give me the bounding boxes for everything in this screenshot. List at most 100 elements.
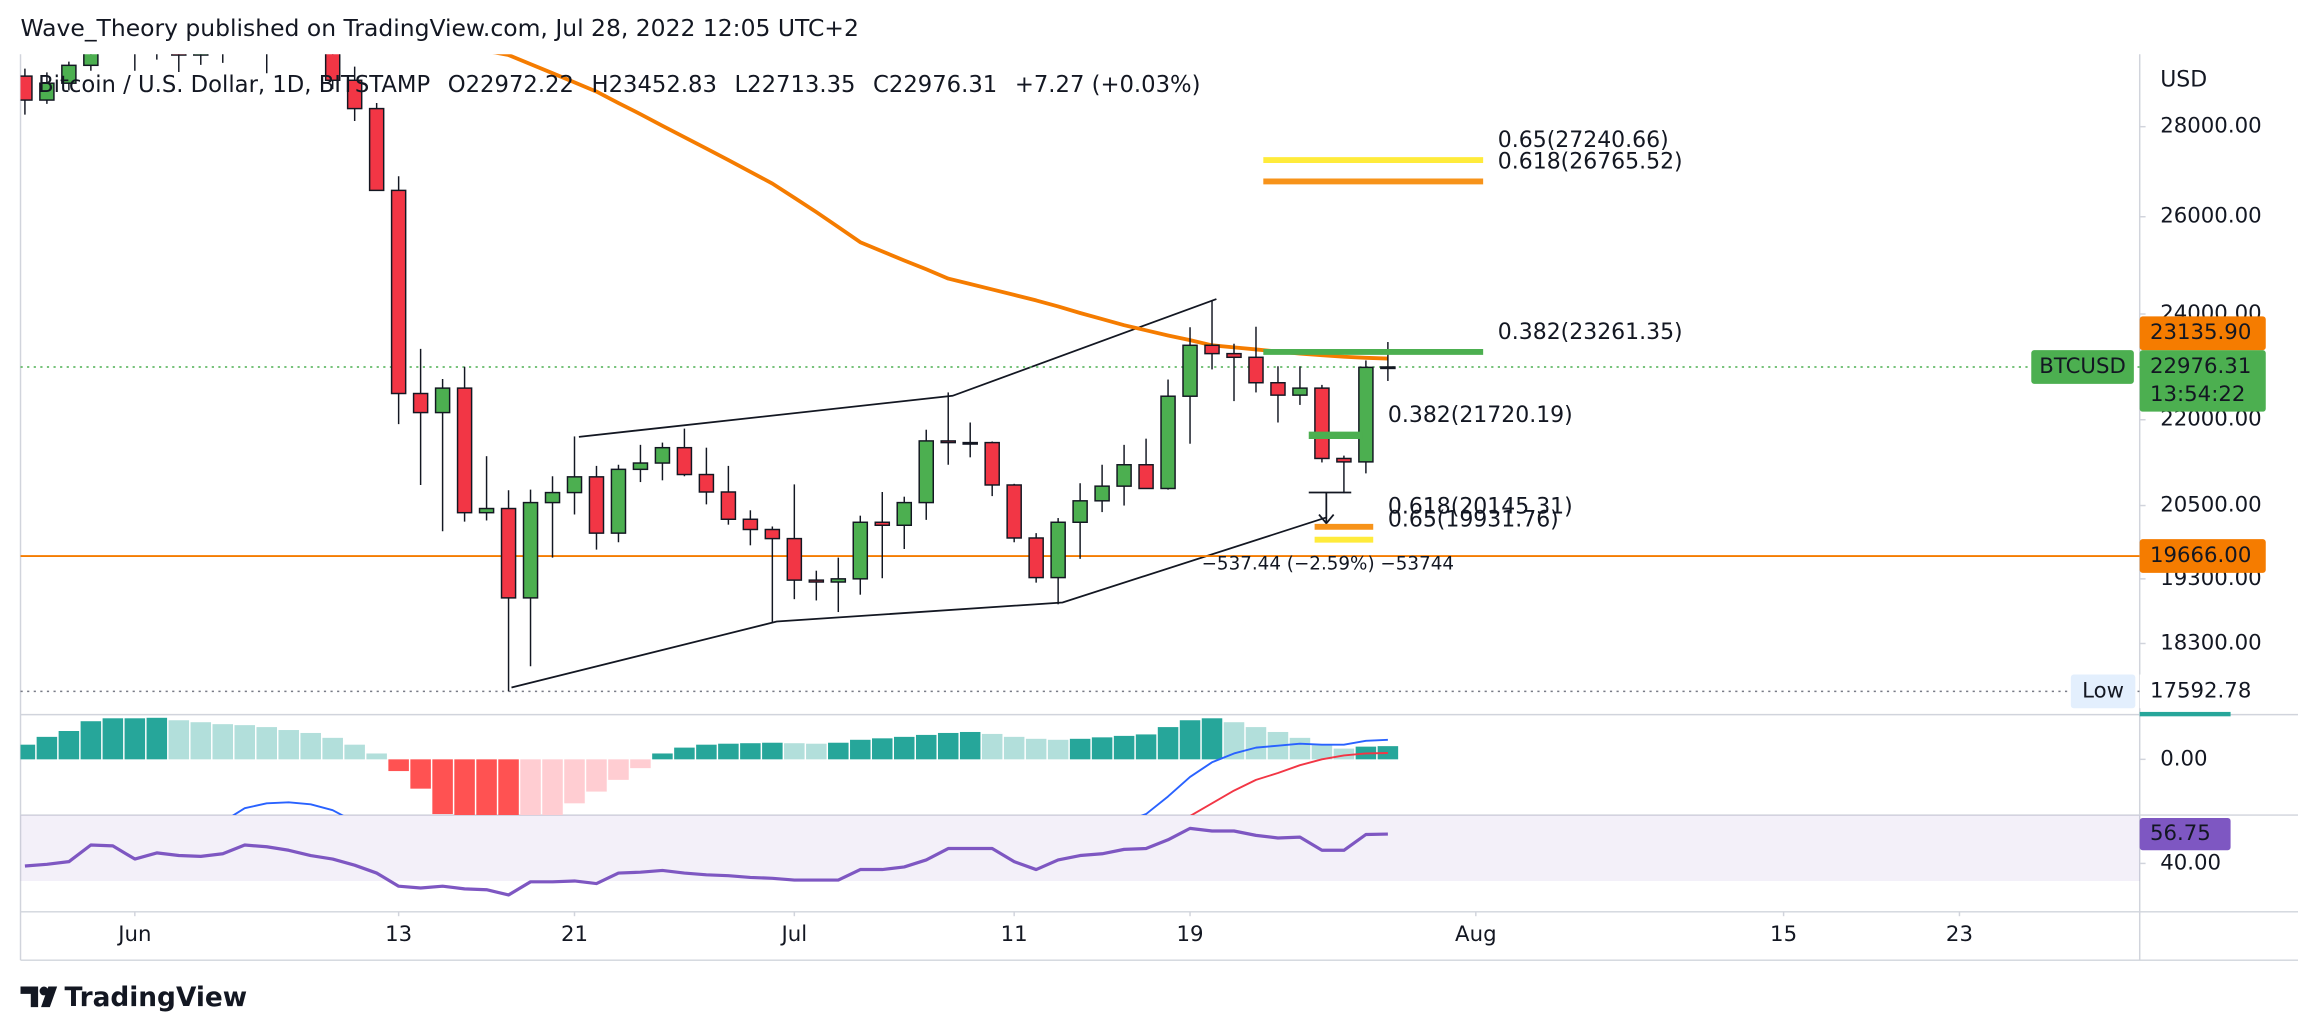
macd-histogram-bar [850,739,871,760]
y-axis-label: USD [2160,68,2207,93]
x-tick-label: Jun [116,922,151,947]
candle-body [984,441,1000,486]
macd-histogram-bar [212,724,234,760]
rsi-tag: 56.75 [2150,821,2211,846]
legend-value: 22972.22 [466,72,574,98]
fib-label: 0.382(23261.35) [1498,320,1683,345]
candle-body [390,189,407,395]
trendline [578,298,1217,438]
low-value-strip [2139,711,2231,717]
publisher-header: Wave_Theory published on TradingView.com… [21,14,859,42]
hline-tag: 19666.00 [2150,543,2251,568]
macd-histogram-bar [1201,718,1223,760]
y-tick-label: 20500.00 [2160,493,2261,518]
macd-histogram-bar [1179,720,1201,760]
low-tag-box [2070,674,2136,709]
candle-body [1314,387,1330,460]
y-tick-label: 26000.00 [2160,204,2261,229]
macd-histogram-bar [740,743,761,760]
candle-body [434,387,451,414]
candle-body [456,387,473,514]
macd-histogram-bar [1091,737,1113,760]
fib-label: 0.618(20145.31) [1388,495,1573,520]
macd-histogram-bar [1333,748,1355,760]
macd-histogram-bar [388,759,409,772]
logo-dot [39,986,49,996]
macd-histogram-bar [146,717,168,760]
macd-histogram-bar [1289,737,1311,760]
candle-body [412,392,429,414]
low-tag: Low [2082,678,2124,703]
candle-body [20,75,33,101]
macd-histogram-bar [542,759,563,816]
x-tick-label: 11 [1001,922,1028,947]
macd-pane [20,717,1399,816]
candle-body [918,440,935,504]
candle-body [1138,464,1154,490]
candle-body [962,441,978,445]
candle-body [500,507,517,599]
fib-label: 0.382(21720.19) [1388,403,1573,428]
candle-body [1204,344,1220,355]
symbol-tag-box [2031,350,2134,384]
y-tick-label: 28000.00 [2160,114,2261,139]
macd-histogram-bar [20,744,36,760]
rsi-tag-box [2139,817,2231,851]
candle-body [1226,352,1242,359]
axes: Jun 13 21 Jul 11 19 Aug 15 2328000.0026000.00240… [116,114,2266,947]
legend: Bitcoin / U.S. Dollar, 1D, BITSTAMP O2297… [38,72,1200,98]
candle-body [1336,457,1352,463]
close-tag: 22976.31 [2150,354,2251,379]
candle-body [1248,356,1264,384]
macd-histogram-bar [762,742,783,760]
macd-histogram-bar [893,736,915,760]
macd-histogram-bar [1047,739,1069,760]
x-tick-label: Aug [1455,922,1496,947]
macd-histogram-bar [80,721,102,760]
macd-histogram-bar [124,718,146,760]
measure-label: −537.44 (−2.59%) −53744 [1202,553,1454,574]
candle-body [764,528,781,540]
candle-body [830,578,847,583]
legend-value: 23452.83 [609,72,717,98]
x-tick-label: 23 [1946,922,1973,947]
macd-histogram-bar [454,759,475,816]
candle-body [742,518,759,531]
close-tag-box [2139,350,2266,412]
candle-body [1094,485,1110,502]
macd-histogram-bar [278,730,299,760]
macd-histogram-bar [608,759,629,780]
macd-histogram-bar [718,743,739,760]
x-tick-label: Jul [780,922,808,947]
candle-body [1358,366,1374,463]
rsi-band [20,815,2140,882]
legend-field: L [735,72,748,98]
legend-value: 22713.35 [747,72,855,98]
macd-histogram-bar [256,727,277,760]
macd-histogram-bar [674,747,695,760]
macd-histogram-bar [410,759,431,789]
macd-histogram-bar [784,743,805,760]
candle-body [171,54,187,56]
candle-body [1292,387,1308,396]
candle-body [1028,537,1044,579]
macd-y-tick-label: 0.00 [2160,746,2207,771]
x-tick-label: 13 [385,922,412,947]
candle-body [522,501,539,599]
candle-body [588,476,605,534]
ma-tag: 23135.90 [2150,320,2251,345]
macd-histogram-bar [1157,727,1179,760]
macd-histogram-bar [366,753,387,760]
candle-body [896,501,913,527]
candle-body [1182,344,1198,397]
trendline [511,516,1327,689]
legend-field: C [873,72,889,98]
price-pane [20,54,2140,693]
footer: TradingView [20,983,247,1013]
legend-change: +7.27 (+0.03%) [1015,72,1201,98]
macd-histogram-bar [190,722,212,760]
fib-label: 0.618(26765.52) [1498,149,1683,174]
candle-body [1116,464,1132,487]
candle-body [1006,484,1022,539]
